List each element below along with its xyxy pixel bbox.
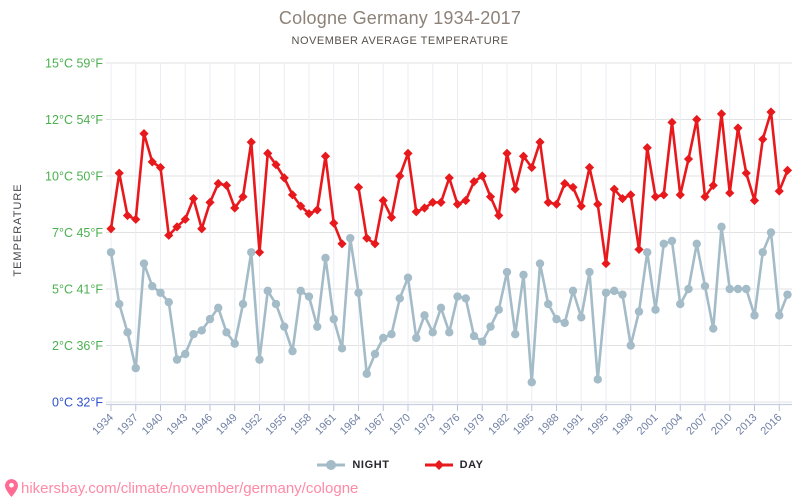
x-axis-label: 2013 [734, 412, 760, 438]
x-axis-label: 2016 [759, 412, 785, 438]
x-axis-label: 1955 [264, 412, 290, 438]
x-axis-label: 1949 [214, 412, 240, 438]
y-axis-label: 5°C 41°F [52, 283, 103, 297]
legend-item-night[interactable]: NIGHT [316, 459, 389, 471]
y-axis-label: 12°C 54°F [45, 113, 103, 127]
x-axis-label: 1940 [140, 412, 166, 438]
day-series-marker-icon [424, 460, 453, 470]
y-axis-label: 2°C 36°F [52, 339, 103, 353]
footer: hikersbay.com/climate/november/germany/c… [5, 479, 358, 497]
x-axis-label: 1958 [288, 412, 314, 438]
x-axis-label: 1946 [189, 412, 215, 438]
x-axis-label: 1961 [313, 412, 339, 438]
x-axis-label: 1943 [165, 412, 191, 438]
temperature-line-chart: 15°C 59°F 12°C 54°F 10°C 50°F 7°C 45°F 5°C 4… [45, 57, 793, 438]
y-axis-label: 0°C 32°F [52, 396, 103, 410]
legend-night-label: NIGHT [352, 459, 390, 471]
x-axis-label: 1970 [387, 412, 413, 438]
x-axis-label: 2007 [684, 412, 710, 438]
x-axis-label: 1982 [486, 412, 512, 438]
x-axis-label: 1964 [338, 412, 364, 438]
x-axis-label: 2004 [660, 412, 686, 438]
location-pin-icon [5, 479, 18, 497]
y-axis-label: 7°C 45°F [52, 226, 103, 240]
legend-item-day[interactable]: DAY [424, 459, 484, 471]
x-axis-label: 2001 [635, 412, 661, 438]
x-axis-label: 1934 [90, 412, 116, 438]
x-axis-label: 1952 [239, 412, 265, 438]
x-axis-label: 1967 [363, 412, 389, 438]
x-axis-label: 1937 [115, 412, 141, 438]
night-series-marker-icon [317, 460, 346, 470]
chart-legend: NIGHT DAY [0, 459, 800, 471]
x-axis-label: 1979 [462, 412, 488, 438]
x-axis-label: 1976 [437, 412, 463, 438]
x-axis-label: 1985 [511, 412, 537, 438]
x-axis-label: 1991 [561, 412, 587, 438]
x-axis-label: 1995 [585, 412, 611, 438]
x-axis-label: 1988 [536, 412, 562, 438]
x-axis-label: 1998 [610, 412, 636, 438]
y-axis-label: 15°C 59°F [45, 57, 103, 71]
x-axis-label: 2010 [709, 412, 735, 438]
y-axis-label: 10°C 50°F [45, 170, 103, 184]
page-title: Cologne Germany 1934-2017 [278, 8, 522, 28]
legend-day-label: DAY [459, 459, 484, 471]
x-axis-label: 1973 [412, 412, 438, 438]
chart-subtitle: NOVEMBER AVERAGE TEMPERATURE [291, 35, 509, 47]
footer-url-link[interactable]: hikersbay.com/climate/november/germany/c… [21, 479, 359, 497]
